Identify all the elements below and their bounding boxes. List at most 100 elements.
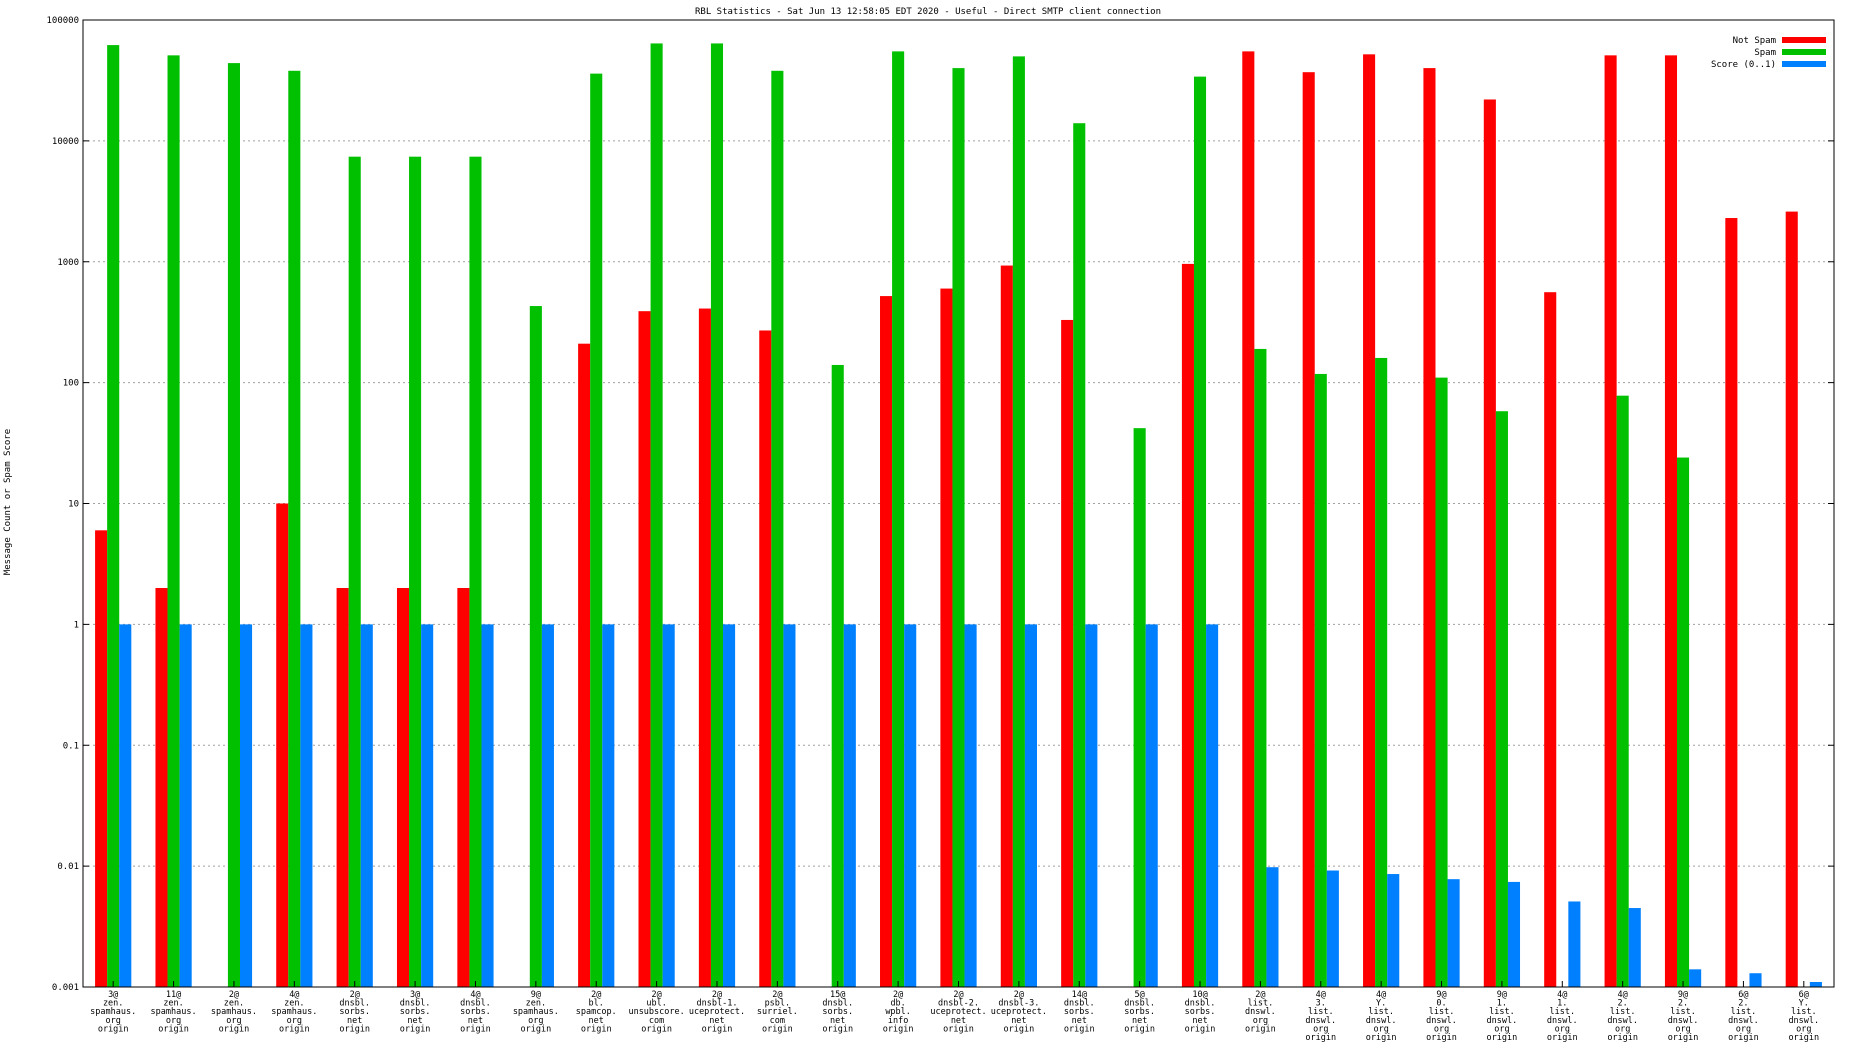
x-tick-label: 4@ dnsbl. sorbs. net origin (460, 990, 491, 1034)
y-tick-label: 1 (74, 620, 79, 630)
x-tick-label-line: net (589, 1016, 604, 1026)
x-tick-label-line: dnsbl. (460, 999, 491, 1009)
x-tick-label-line: org (1313, 1024, 1328, 1034)
x-tick-label-line: list. (1489, 1007, 1515, 1017)
bar-not-spam (1785, 211, 1798, 988)
bar-score-0-1 (239, 624, 253, 988)
y-axis-ticks: 0.001 0.01 0.1 1 10 100 1000 10000 100000 (46, 16, 1834, 993)
x-tick-label-line: bl. (589, 999, 604, 1009)
x-tick-label: 9@ 0. list. dnswl. org origin (1426, 990, 1457, 1043)
bar-not-spam (457, 587, 470, 987)
x-tick-label-line: dnsbl-1. (697, 999, 738, 1009)
x-tick-label-line: net (830, 1016, 845, 1026)
x-tick-label-line: dnsbl-3. (998, 999, 1039, 1009)
x-tick-label-line: info (888, 1016, 908, 1026)
x-tick-label-line: origin (1305, 1033, 1336, 1043)
bar-spam (107, 45, 120, 987)
x-tick-label-line: list. (1670, 1007, 1696, 1017)
bar-spam (348, 156, 361, 987)
bar-spam (1616, 395, 1629, 987)
bar-spam (1073, 123, 1086, 987)
x-tick-label-line: origin (1487, 1033, 1518, 1043)
x-tick-label-line: origin (1426, 1033, 1457, 1043)
x-tick-label-line: list. (1549, 1007, 1575, 1017)
x-tick-label-line: origin (460, 1024, 491, 1034)
x-tick-label-line: origin (943, 1024, 974, 1034)
x-tick-label-line: origin (1064, 1024, 1095, 1034)
bar-score-0-1 (360, 624, 373, 988)
x-tick-label-line: surriel. (757, 1007, 798, 1017)
bar-spam (227, 63, 240, 988)
x-tick-label: 2@ ubl. unsubscore. com origin (628, 990, 684, 1034)
x-tick-label-line: ubl. (646, 999, 666, 1009)
x-tick-label-line: dnsbl-2. (938, 999, 979, 1009)
legend-swatch (1782, 37, 1826, 43)
x-tick-label-line: net (1011, 1016, 1026, 1026)
x-tick-label-line: zen. (526, 999, 546, 1009)
bar-not-spam (1242, 51, 1255, 987)
x-tick-label: 2@ dnsbl-1. uceprotect. net origin (689, 990, 745, 1034)
x-tick-label-line: origin (520, 1024, 551, 1034)
x-tick-label-line: origin (1788, 1033, 1819, 1043)
bar-not-spam (1000, 265, 1013, 987)
x-tick-label-line: origin (1366, 1033, 1397, 1043)
x-tick-label: 9@ 1. list. dnswl. org origin (1487, 990, 1518, 1043)
bar-not-spam (880, 296, 893, 988)
x-tick-label-line: psbl. (765, 999, 791, 1009)
legend-label: Not Spam (1733, 36, 1776, 46)
bar-spam (288, 70, 301, 988)
x-tick-label-line: org (166, 1016, 181, 1026)
legend: Not Spam Spam Score (0..1) (1711, 36, 1826, 70)
bar-not-spam (759, 330, 772, 988)
legend-label: Score (0..1) (1711, 60, 1776, 70)
x-tick-label-line: dnsbl. (339, 999, 370, 1009)
x-tick-label-line: spamhaus. (211, 1007, 257, 1017)
x-tick-label-line: origin (1728, 1033, 1759, 1043)
bar-not-spam (940, 288, 953, 987)
x-tick-label-line: origin (1607, 1033, 1638, 1043)
x-tick-label: 3@ dnsbl. sorbs. net origin (400, 990, 431, 1034)
y-tick-label: 100000 (46, 16, 79, 26)
x-tick-label-line: 2@ (712, 990, 722, 1000)
x-tick-label-line: dnswl. (1547, 1016, 1578, 1026)
x-tick-label: 2@ bl. spamcop. net origin (576, 990, 617, 1034)
x-tick-label-line: origin (883, 1024, 914, 1034)
x-tick-label-line: sorbs. (339, 1007, 370, 1017)
x-tick-label: 11@ zen. spamhaus. org origin (151, 990, 197, 1034)
x-tick-label-line: 2@ (651, 990, 661, 1000)
bar-score-0-1 (964, 624, 977, 988)
x-tick-label-line: zen. (224, 999, 244, 1009)
x-tick-label-line: 6@ (1738, 990, 1748, 1000)
x-tick-label-line: unsubscore. (628, 1007, 684, 1017)
x-tick-label-line: 1. (1557, 999, 1567, 1009)
bar-spam (409, 156, 422, 987)
x-tick-label-line: net (951, 1016, 966, 1026)
x-tick-label-line: 3@ (410, 990, 420, 1000)
x-tick-label-line: com (770, 1016, 785, 1026)
x-tick-label: 2@ psbl. surriel. com origin (757, 990, 798, 1034)
x-tick-label-line: org (1434, 1024, 1449, 1034)
x-tick-label-line: db. (890, 999, 905, 1009)
x-tick-label-line: list. (1791, 1007, 1817, 1017)
x-tick-label-line: 2. (1618, 999, 1628, 1009)
x-tick-label-line: list. (1429, 1007, 1455, 1017)
x-tick-label-line: 2@ (893, 990, 903, 1000)
x-tick-label: 2@ zen. spamhaus. org origin (211, 990, 257, 1034)
x-tick-label-line: dnswl. (1487, 1016, 1518, 1026)
x-tick-label-line: 4@ (289, 990, 299, 1000)
x-tick-label-line: 4@ (1316, 990, 1326, 1000)
x-tick-label-line: sorbs. (1124, 1007, 1155, 1017)
bar-not-spam (396, 587, 410, 987)
bar-spam (529, 306, 542, 987)
bar-spam (831, 364, 844, 988)
x-tick-label-line: 9@ (1678, 990, 1688, 1000)
x-tick-label: 6@ 2. list. dnswl. org origin (1728, 990, 1759, 1043)
bar-score-0-1 (421, 624, 434, 988)
x-tick-label-line: dnswl. (1607, 1016, 1638, 1026)
x-tick-label-line: uceprotect. (689, 1007, 745, 1017)
x-tick-label-line: org (1796, 1024, 1811, 1034)
x-tick-label-line: uceprotect. (991, 1007, 1047, 1017)
bar-score-0-1 (179, 624, 192, 988)
y-tick-label: 10000 (52, 137, 79, 147)
x-tick-label-line: Y. (1799, 999, 1809, 1009)
